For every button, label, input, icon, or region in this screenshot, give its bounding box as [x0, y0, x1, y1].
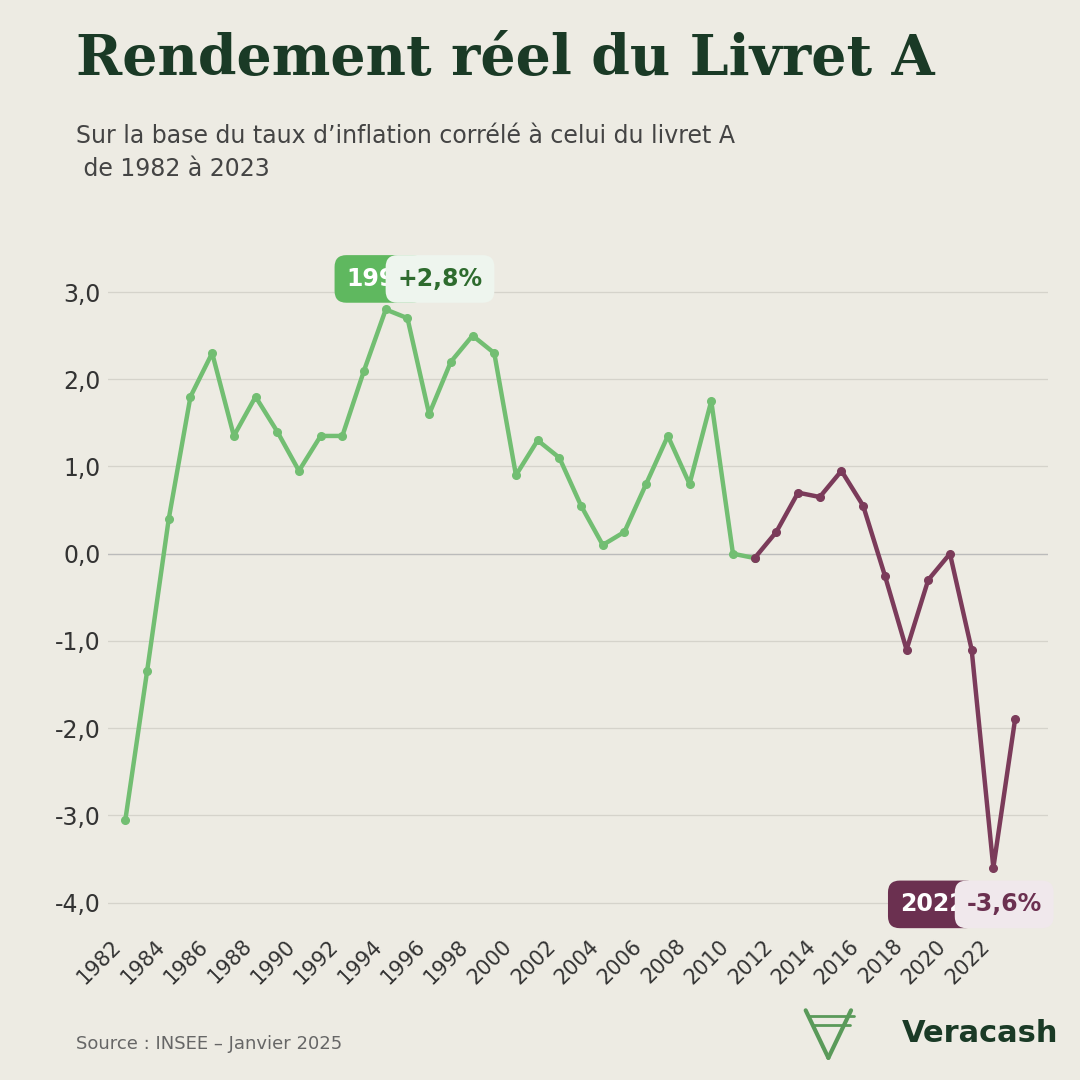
Text: Rendement réel du Livret A: Rendement réel du Livret A: [76, 32, 934, 87]
Text: de 1982 à 2023: de 1982 à 2023: [76, 157, 269, 180]
Text: Source : INSEE – Janvier 2025: Source : INSEE – Janvier 2025: [76, 1035, 342, 1053]
Text: 1994: 1994: [347, 267, 413, 291]
Text: Sur la base du taux d’inflation corrélé à celui du livret A: Sur la base du taux d’inflation corrélé …: [76, 124, 734, 148]
Text: +2,8%: +2,8%: [397, 267, 483, 291]
Text: Veracash: Veracash: [902, 1018, 1058, 1048]
Text: -3,6%: -3,6%: [967, 892, 1042, 916]
Text: 2022: 2022: [900, 892, 966, 916]
